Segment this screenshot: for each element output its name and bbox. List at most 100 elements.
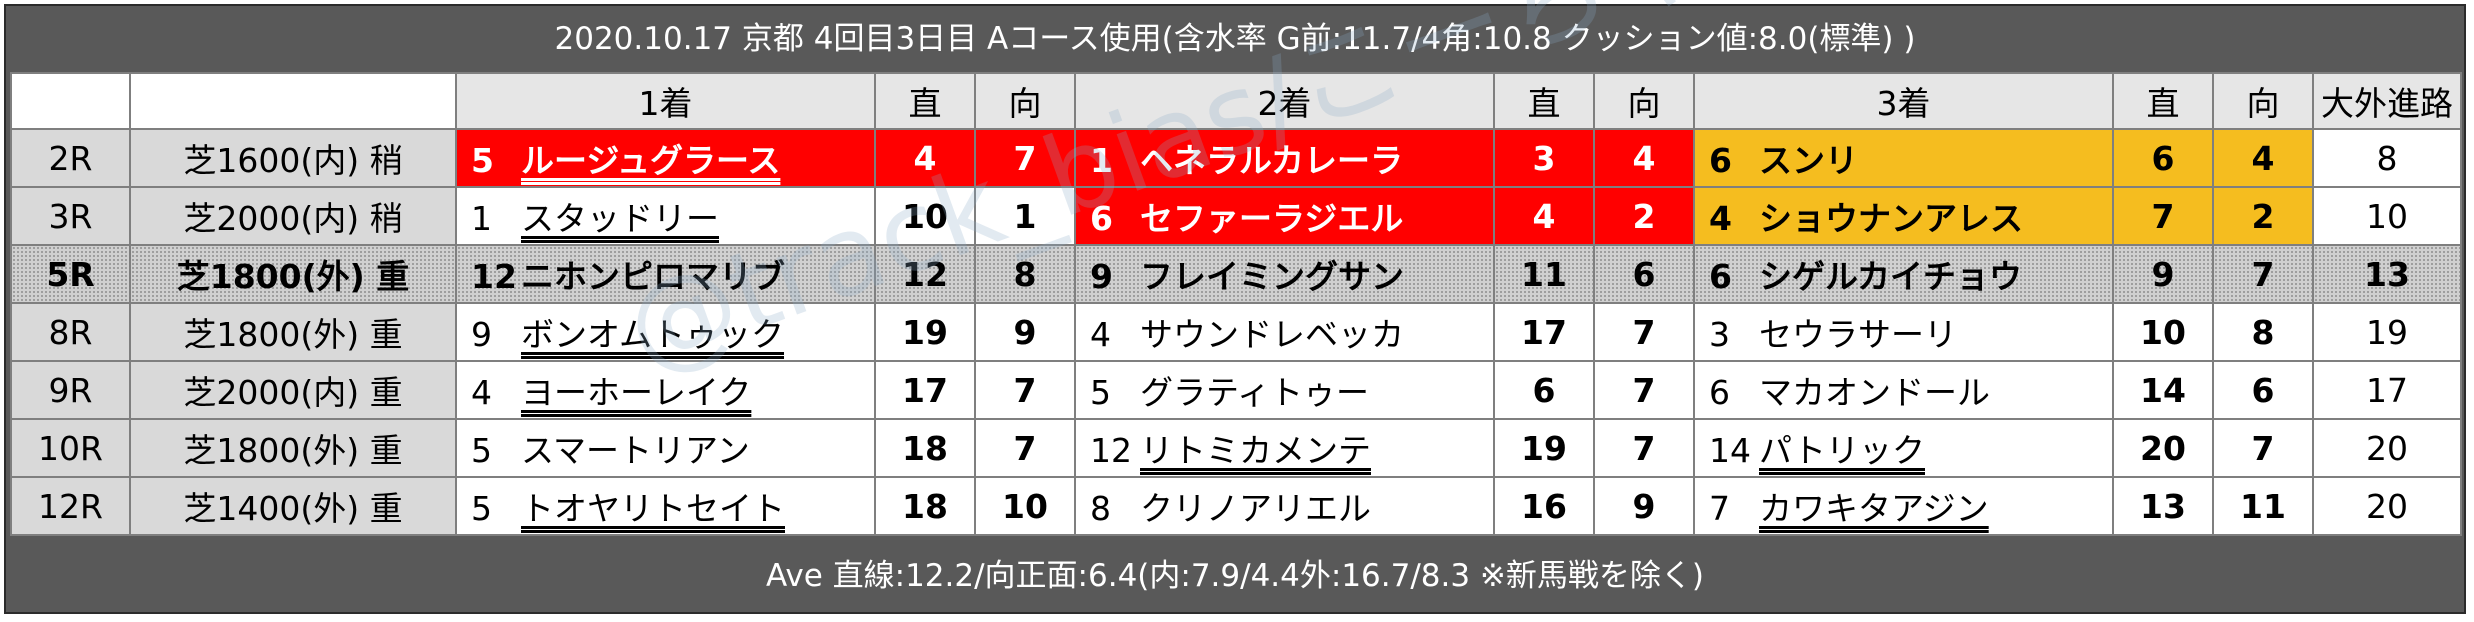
backstretch-value: 8 (974, 244, 1076, 304)
header-blank (129, 72, 457, 130)
finisher-cell: 5 ルージュグラース (455, 128, 876, 188)
header-backstretch: 向 (1593, 72, 1695, 130)
horse-name: シゲルカイチョウ (1759, 257, 2023, 296)
horse-name: ルージュグラース (521, 141, 781, 180)
finisher-cell: 5 トオヤリトセイト (455, 476, 876, 536)
finisher-cell: 7 カワキタアジン (1693, 476, 2114, 536)
horse-name: スンリ (1759, 141, 1858, 180)
straight-value: 9 (2112, 244, 2214, 304)
horse-name: ヘネラルカレーラ (1140, 141, 1404, 180)
horse-name: グラティトゥー (1140, 373, 1370, 412)
race-number: 3R (10, 186, 131, 246)
straight-value: 12 (874, 244, 976, 304)
finisher-cell: 12 ニホンピロマリブ (455, 244, 876, 304)
table-row: 12R 芝1400(外) 重 5 トオヤリトセイト 18 10 8 クリノアリエル 16 9 7 カワ… (10, 476, 2462, 536)
backstretch-value: 7 (2212, 244, 2314, 304)
straight-value: 19 (874, 302, 976, 362)
finisher-cell: 4 ヨーホーレイク (455, 360, 876, 420)
straight-value: 14 (2112, 360, 2214, 420)
race-condition: 芝1800(外) 重 (129, 302, 457, 362)
race-number: 8R (10, 302, 131, 362)
finisher-cell: 6 スンリ (1693, 128, 2114, 188)
straight-value: 4 (1493, 186, 1595, 246)
finisher-cell: 8 クリノアリエル (1074, 476, 1495, 536)
backstretch-value: 6 (2212, 360, 2314, 420)
horse-name: カワキタアジン (1759, 489, 1989, 528)
backstretch-value: 7 (1593, 360, 1695, 420)
finisher-cell: 6 シゲルカイチョウ (1693, 244, 2114, 304)
horse-name: リトミカメンテ (1140, 431, 1371, 470)
backstretch-value: 2 (1593, 186, 1695, 246)
race-condition: 芝1800(外) 重 (129, 244, 457, 304)
results-panel: 2020.10.17 京都 4回目3日目 Aコース使用(含水率 G前:11.7/… (4, 4, 2466, 614)
horse-name: ヨーホーレイク (521, 373, 752, 412)
race-number: 12R (10, 476, 131, 536)
header-backstretch: 向 (974, 72, 1076, 130)
race-condition: 芝1800(外) 重 (129, 418, 457, 478)
finisher-cell: 14 パトリック (1693, 418, 2114, 478)
horse-name: スタッドリー (521, 199, 719, 238)
page-title: 2020.10.17 京都 4回目3日目 Aコース使用(含水率 G前:11.7/… (554, 21, 1916, 57)
backstretch-value: 6 (1593, 244, 1695, 304)
outside-count: 19 (2312, 302, 2462, 362)
race-condition: 芝2000(内) 稍 (129, 186, 457, 246)
straight-value: 20 (2112, 418, 2214, 478)
backstretch-value: 9 (1593, 476, 1695, 536)
backstretch-value: 7 (974, 128, 1076, 188)
horse-number: 4 (471, 373, 492, 412)
horse-number: 6 (1090, 199, 1113, 238)
horse-number: 5 (471, 141, 494, 180)
horse-number: 1 (1090, 141, 1113, 180)
backstretch-value: 7 (1593, 302, 1695, 362)
straight-value: 10 (874, 186, 976, 246)
straight-value: 3 (1493, 128, 1595, 188)
outside-count: 20 (2312, 476, 2462, 536)
straight-value: 16 (1493, 476, 1595, 536)
table-row: 10R 芝1800(外) 重 5 スマートリアン 18 7 12 リトミカメンテ 19 7 14 パト… (10, 418, 2462, 478)
backstretch-value: 8 (2212, 302, 2314, 362)
straight-value: 13 (2112, 476, 2214, 536)
horse-number: 9 (1090, 257, 1113, 296)
horse-number: 14 (1709, 431, 1751, 470)
horse-number: 4 (1709, 199, 1732, 238)
straight-value: 19 (1493, 418, 1595, 478)
horse-name: ボンオムトゥック (521, 315, 785, 354)
finisher-cell: 12 リトミカメンテ (1074, 418, 1495, 478)
race-number: 9R (10, 360, 131, 420)
horse-number: 9 (471, 315, 492, 354)
header-backstretch: 向 (2212, 72, 2314, 130)
horse-name: セファーラジエル (1140, 199, 1404, 238)
table-row: 3R 芝2000(内) 稍 1 スタッドリー 10 1 6 セファーラジエル 4 2 4 ショウナンア… (10, 186, 2462, 246)
finisher-cell: 6 セファーラジエル (1074, 186, 1495, 246)
straight-value: 17 (874, 360, 976, 420)
horse-number: 12 (1090, 431, 1132, 470)
horse-number: 1 (471, 199, 492, 238)
finisher-cell: 6 マカオンドール (1693, 360, 2114, 420)
header-second: 2着 (1074, 72, 1495, 130)
header-row: 1着 直 向 2着 直 向 3着 直 向 大外進路 (10, 72, 2462, 130)
horse-name: マカオンドール (1759, 373, 1990, 412)
finisher-cell: 1 ヘネラルカレーラ (1074, 128, 1495, 188)
horse-number: 6 (1709, 373, 1730, 412)
header-straight: 直 (1493, 72, 1595, 130)
race-number: 10R (10, 418, 131, 478)
table-row: 2R 芝1600(内) 稍 5 ルージュグラース 4 7 1 ヘネラルカレーラ 3 4 6 スンリ 6 4… (10, 128, 2462, 188)
straight-value: 18 (874, 476, 976, 536)
backstretch-value: 7 (2212, 418, 2314, 478)
backstretch-value: 4 (2212, 128, 2314, 188)
straight-value: 17 (1493, 302, 1595, 362)
backstretch-value: 10 (974, 476, 1076, 536)
finisher-cell: 9 ボンオムトゥック (455, 302, 876, 362)
backstretch-value: 7 (1593, 418, 1695, 478)
straight-value: 18 (874, 418, 976, 478)
outside-count: 13 (2312, 244, 2462, 304)
backstretch-value: 9 (974, 302, 1076, 362)
horse-name: スマートリアン (521, 431, 750, 470)
horse-name: トオヤリトセイト (521, 489, 785, 528)
table-row: 8R 芝1800(外) 重 9 ボンオムトゥック 19 9 4 サウンドレベッカ 17 7 3 セウラ… (10, 302, 2462, 362)
backstretch-value: 1 (974, 186, 1076, 246)
backstretch-value: 4 (1593, 128, 1695, 188)
horse-name: セウラサーリ (1759, 315, 1957, 354)
horse-name: サウンドレベッカ (1140, 315, 1404, 354)
